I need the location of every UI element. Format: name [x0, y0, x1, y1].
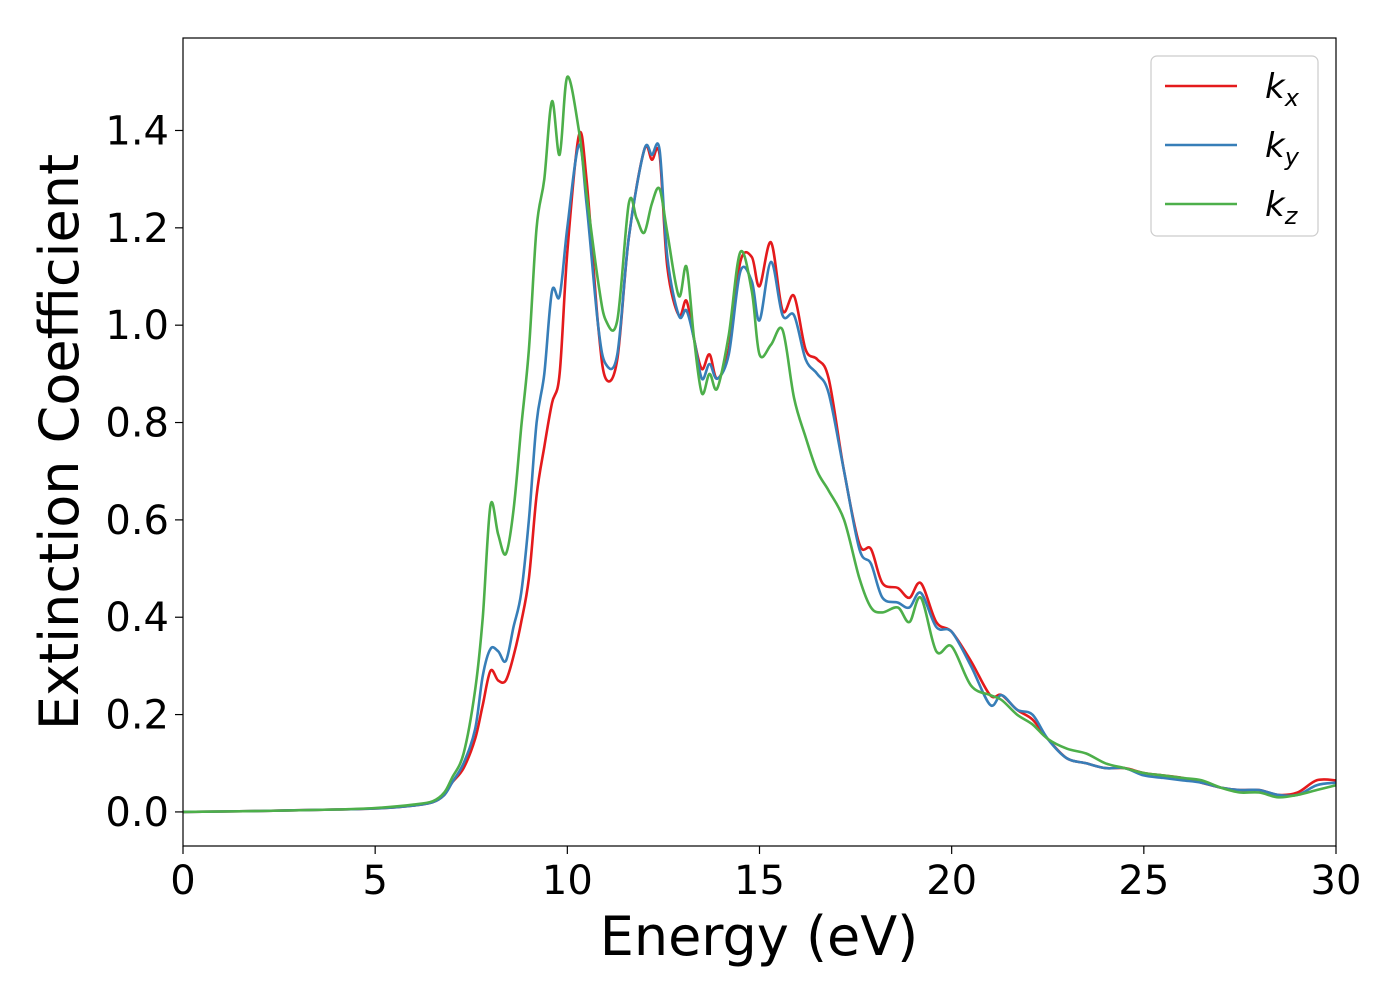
y-tick-label: 0.2: [105, 693, 169, 739]
legend-label-k-z: kz: [1265, 185, 1299, 230]
y-tick-label: 0.0: [105, 790, 169, 836]
ticks-layer: 0 5 10 15 20 25 30 0.0 0.2 0.4 0.6 0.8 1.0 1.2 1.4: [105, 108, 1361, 904]
x-tick-label: 20: [926, 858, 977, 904]
y-tick-label: 0.4: [105, 595, 169, 641]
y-tick-label: 0.6: [105, 498, 169, 544]
series-line-k-z: [182, 75, 1337, 814]
x-axis-title: Energy (eV): [600, 905, 919, 968]
y-tick-label: 1.4: [105, 108, 169, 154]
y-tick-label: 1.0: [105, 303, 169, 349]
series-line-k-y: [182, 142, 1337, 814]
legend: kx ky kz: [1150, 55, 1319, 237]
x-tick-label: 25: [1118, 858, 1169, 904]
x-tick-label: 15: [734, 858, 785, 904]
legend-entries: kx ky kz: [1165, 67, 1300, 230]
y-tick-label: 1.2: [105, 206, 169, 252]
y-tick-label: 0.8: [105, 401, 169, 447]
legend-label-k-y: ky: [1265, 126, 1300, 171]
x-tick-label: 5: [362, 858, 387, 904]
x-tick-label: 0: [170, 858, 195, 904]
legend-label-k-x: kx: [1265, 67, 1300, 112]
x-tick-label: 10: [542, 858, 593, 904]
series-layer: [182, 75, 1337, 814]
y-axis-title: Extinction Coefficient: [28, 154, 91, 730]
x-tick-label: 30: [1311, 858, 1362, 904]
